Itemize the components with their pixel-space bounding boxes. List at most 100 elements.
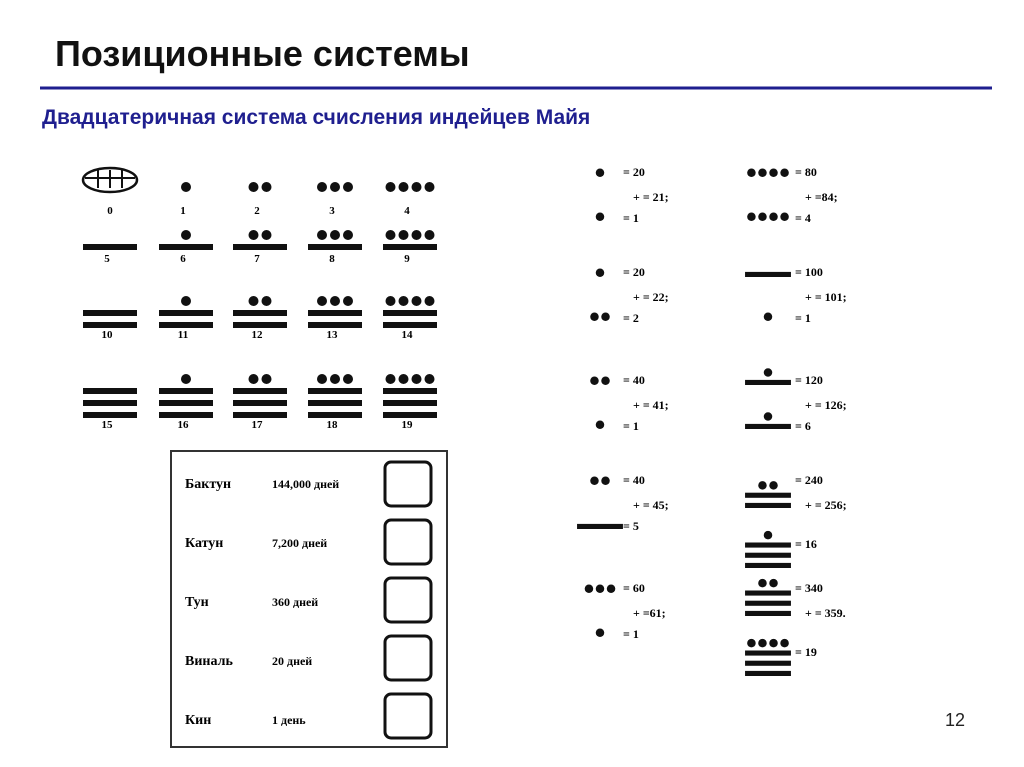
dot <box>248 296 259 306</box>
maya-numeral <box>317 182 353 192</box>
bar <box>159 412 213 418</box>
dot <box>385 182 396 192</box>
maya-numeral <box>159 230 213 250</box>
digit-label: 17 <box>252 419 264 431</box>
dot <box>181 374 191 384</box>
bar <box>308 244 362 250</box>
bar <box>383 400 437 406</box>
unit-days: 1 день <box>272 713 306 727</box>
dot <box>601 312 610 321</box>
example-lower: = 2 <box>623 311 639 325</box>
dot <box>601 376 610 385</box>
dot <box>261 296 272 306</box>
bar <box>745 271 791 277</box>
dot <box>747 168 756 177</box>
dot <box>398 230 409 240</box>
dot <box>606 584 616 593</box>
maya-numeral <box>590 376 610 385</box>
bar <box>383 322 437 328</box>
maya-numeral <box>233 230 287 250</box>
dot <box>181 230 191 240</box>
bar <box>745 379 791 385</box>
bar <box>233 244 287 250</box>
dot <box>595 584 605 593</box>
dot <box>317 374 327 384</box>
maya-numeral <box>181 182 191 192</box>
dot <box>261 182 272 192</box>
digit-label: 0 <box>107 205 113 217</box>
dot <box>769 168 778 177</box>
example-upper: = 80 <box>795 165 817 179</box>
maya-numeral <box>745 530 791 568</box>
glyph-icon <box>383 692 433 740</box>
digit-label: 13 <box>327 329 339 341</box>
digit-label: 14 <box>402 329 414 341</box>
maya-numeral <box>590 476 610 485</box>
bar <box>233 310 287 316</box>
glyph-icons <box>383 460 433 740</box>
title: Позиционные системы <box>55 33 470 74</box>
bar <box>83 412 137 418</box>
bar <box>159 388 213 394</box>
maya-numeral <box>595 268 605 277</box>
dot <box>763 368 773 377</box>
example-lower: = 4 <box>795 211 811 225</box>
maya-numeral <box>83 388 137 418</box>
example-sum: + = 101; <box>805 290 847 304</box>
unit-days: 360 дней <box>272 595 318 609</box>
dot <box>330 296 340 306</box>
glyph-icon <box>383 634 433 682</box>
maya-numeral <box>233 374 287 418</box>
bar <box>233 400 287 406</box>
maya-numeral <box>745 368 791 385</box>
example-upper: = 40 <box>623 473 645 487</box>
unit-name: Катун <box>185 536 223 551</box>
dot <box>590 376 599 385</box>
dot <box>411 230 422 240</box>
subtitle: Двадцатеричная система счисления индейце… <box>42 106 590 129</box>
dot <box>747 212 756 221</box>
example-upper: = 100 <box>795 265 823 279</box>
digit-label: 5 <box>104 253 110 265</box>
bar <box>159 310 213 316</box>
maya-numeral <box>233 296 287 328</box>
bar <box>383 244 437 250</box>
maya-numeral <box>595 628 605 637</box>
glyph-icon <box>383 576 433 624</box>
dot <box>343 230 353 240</box>
page-number: 12 <box>945 710 965 730</box>
maya-numeral <box>81 166 139 194</box>
digit-label: 9 <box>404 253 410 265</box>
example-lower: = 1 <box>795 311 811 325</box>
example-sum: + = 21; <box>633 190 669 204</box>
maya-numeral <box>747 212 789 221</box>
bar <box>745 660 791 666</box>
dot <box>398 296 409 306</box>
dot <box>317 182 327 192</box>
maya-numeral <box>308 230 362 250</box>
digit-label: 16 <box>178 419 190 431</box>
dot <box>595 212 605 221</box>
example-sum: + = 45; <box>633 498 669 512</box>
digit-label: 6 <box>180 253 186 265</box>
dot <box>769 481 778 490</box>
digit-label: 1 <box>180 205 186 217</box>
dot <box>780 638 789 648</box>
dot <box>343 296 353 306</box>
dot <box>595 420 605 429</box>
example-sum: + = 22; <box>633 290 669 304</box>
example-lower: = 19 <box>795 645 817 659</box>
example-upper: = 340 <box>795 581 823 595</box>
dot <box>411 296 422 306</box>
digit-label: 15 <box>102 419 114 431</box>
maya-numeral <box>308 296 362 328</box>
bar <box>159 244 213 250</box>
unit-days: 7,200 дней <box>272 536 327 550</box>
dot <box>343 374 353 384</box>
example-lower: = 1 <box>623 419 639 433</box>
bar <box>308 388 362 394</box>
maya-numeral <box>385 182 435 192</box>
bar <box>745 502 791 508</box>
maya-numeral <box>595 420 605 429</box>
